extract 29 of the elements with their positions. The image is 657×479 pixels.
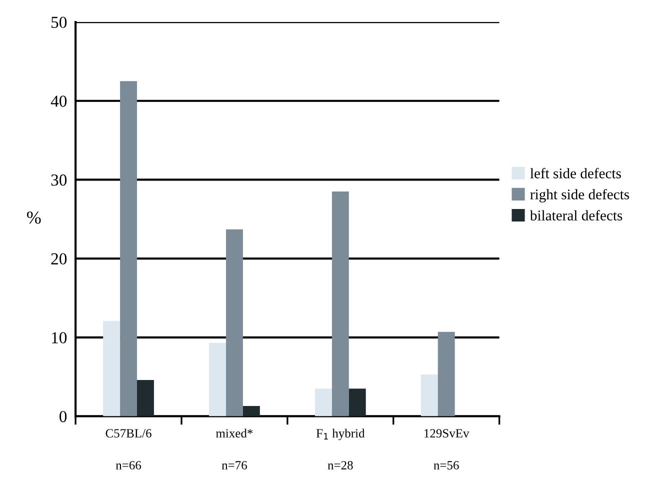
bar — [348, 388, 366, 416]
legend-label: bilateral defects — [530, 210, 622, 220]
y-tick-label: 20 — [51, 253, 67, 265]
y-axis-title: % — [26, 211, 41, 224]
y-tick-label: 50 — [52, 16, 67, 28]
bar — [209, 342, 226, 416]
text: n=76 — [222, 461, 247, 470]
bar — [137, 380, 154, 416]
y-tick-label: 10 — [52, 332, 67, 344]
y-tick-label: 30 — [51, 174, 67, 186]
text: n=56 — [434, 461, 459, 470]
x-tick-label: mixed* — [216, 428, 253, 438]
x-tick-label: F$_{1}$ hybrid — [316, 428, 365, 440]
bar — [332, 192, 349, 416]
bar — [103, 320, 120, 416]
y-tick-label: 40 — [50, 96, 67, 107]
text: n=28 — [328, 461, 353, 470]
bar — [120, 81, 137, 416]
bar — [420, 374, 438, 416]
bar — [438, 332, 455, 416]
bar — [242, 406, 260, 416]
bar — [226, 229, 243, 416]
legend-label: left side defects — [530, 168, 621, 178]
legend-label: right side defects — [530, 188, 630, 202]
y-tick-label: 0 — [60, 410, 67, 422]
x-tick-label: C57BL/6 — [106, 429, 152, 438]
x-tick-label: 129SvEv — [424, 429, 470, 438]
text: n=66 — [116, 461, 142, 470]
bar — [314, 388, 332, 416]
